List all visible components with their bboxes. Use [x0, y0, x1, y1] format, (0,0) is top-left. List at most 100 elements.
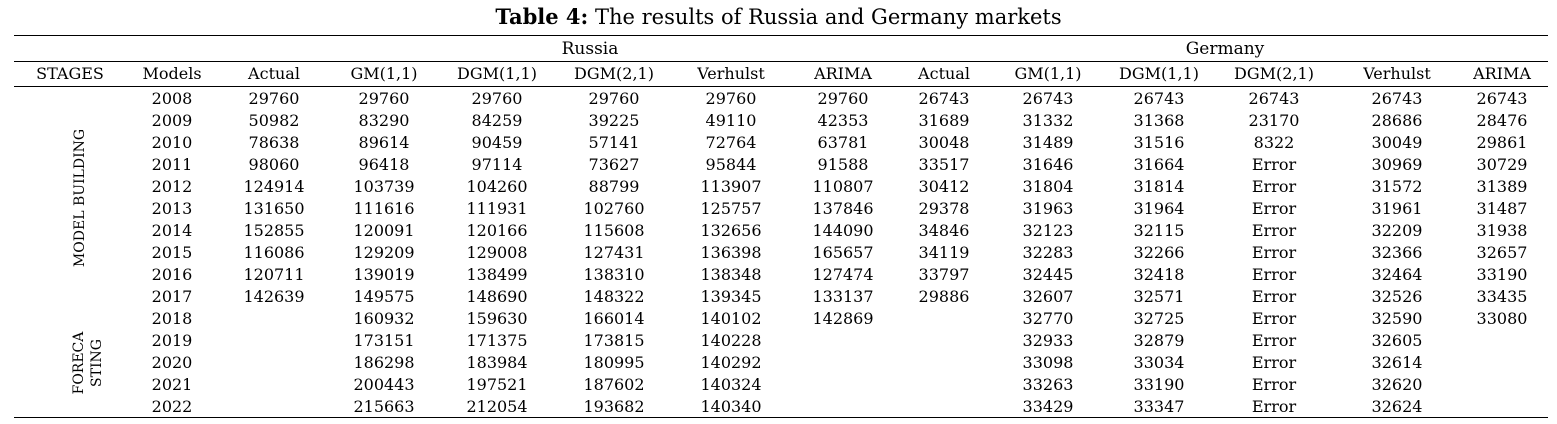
column-header: DGM(1,1) [1119, 64, 1199, 83]
table-cell: 29378 [918, 199, 970, 218]
table-cell: Error [1251, 375, 1297, 394]
table-cell: 29886 [918, 287, 970, 306]
table-cell: 57141 [588, 133, 640, 152]
table-cell: 31487 [1476, 199, 1528, 218]
column-header: Models [142, 64, 202, 83]
table-cell: 138310 [583, 265, 645, 284]
table-cell: Error [1251, 265, 1297, 284]
table-cell: 187602 [583, 375, 645, 394]
table-cell: 50982 [248, 111, 300, 130]
table-cell: 31332 [1022, 111, 1074, 130]
table-cell: 88799 [588, 177, 640, 196]
table-cell: 2014 [151, 221, 193, 240]
table-cell: 212054 [466, 397, 528, 416]
table-cell: 183984 [466, 353, 528, 372]
table-cell: 83290 [358, 111, 410, 130]
table-cell: 193682 [583, 397, 645, 416]
table-cell: 116086 [243, 243, 305, 262]
column-header: ARIMA [814, 64, 872, 83]
table-cell: 133137 [812, 287, 874, 306]
table-cell: 31489 [1022, 133, 1074, 152]
table-cell: 33098 [1022, 353, 1074, 372]
table-cell: 29760 [817, 89, 869, 108]
table-cell: 26743 [1022, 89, 1074, 108]
table-cell: 33190 [1133, 375, 1185, 394]
table-cell: 31389 [1476, 177, 1528, 196]
table-cell: 139019 [353, 265, 415, 284]
table-cell: 32590 [1371, 309, 1423, 328]
table-cell: 26743 [918, 89, 970, 108]
table-cell: 2008 [151, 89, 193, 108]
table-cell: 98060 [248, 155, 300, 174]
table-cell: Error [1251, 353, 1297, 372]
table-cell: 31938 [1476, 221, 1528, 240]
table-cell: Error [1251, 243, 1297, 262]
table-cell: 2020 [151, 353, 193, 372]
table-cell: 2016 [151, 265, 193, 284]
table-cell: 32614 [1371, 353, 1423, 372]
table-cell: 113907 [700, 177, 762, 196]
table-cell: 144090 [812, 221, 874, 240]
table-cell: 200443 [353, 375, 415, 394]
table-cell: 111931 [466, 199, 528, 218]
table-cell: 31963 [1022, 199, 1074, 218]
table-cell: 138499 [466, 265, 528, 284]
table-cell: 148322 [583, 287, 645, 306]
table-cell: 33429 [1022, 397, 1074, 416]
table-cell: 32879 [1133, 331, 1185, 350]
header-rule [14, 86, 1548, 87]
table-cell: 160932 [353, 309, 415, 328]
table-cell: 33797 [918, 265, 970, 284]
stage-label-forecasting: FORECA STING [65, 323, 115, 403]
table-cell: 2021 [151, 375, 193, 394]
table-cell: 131650 [243, 199, 305, 218]
column-header: STAGES [36, 64, 104, 83]
table-cell: 120166 [466, 221, 528, 240]
table-cell: 32123 [1022, 221, 1074, 240]
column-header: DGM(2,1) [1234, 64, 1314, 83]
table-cell: 49110 [705, 111, 757, 130]
table-cell: 34119 [918, 243, 970, 262]
table-cell: Error [1251, 199, 1297, 218]
table-cell: 31964 [1133, 199, 1185, 218]
table-cell: 78638 [248, 133, 300, 152]
table-cell: 110807 [812, 177, 874, 196]
table-cell: 28686 [1371, 111, 1423, 130]
caption-label: Table 4: [495, 4, 589, 29]
bottom-rule [14, 417, 1548, 418]
table-cell: 32657 [1476, 243, 1528, 262]
group-title-russia: Russia [561, 39, 619, 59]
table-cell: 29760 [705, 89, 757, 108]
table-cell: 31572 [1371, 177, 1423, 196]
table-cell: 39225 [588, 111, 640, 130]
table-cell: 30969 [1371, 155, 1423, 174]
table-cell: Error [1251, 177, 1297, 196]
table-cell: 32115 [1133, 221, 1185, 240]
table-cell: 29760 [588, 89, 640, 108]
table-cell: 30412 [918, 177, 970, 196]
table-cell: 32209 [1371, 221, 1423, 240]
table-cell: 129209 [353, 243, 415, 262]
table-cell: 32624 [1371, 397, 1423, 416]
table-cell: 180995 [583, 353, 645, 372]
table-cell: 32607 [1022, 287, 1074, 306]
table-cell: 152855 [243, 221, 305, 240]
table-cell: 33080 [1476, 309, 1528, 328]
table-cell: 42353 [817, 111, 869, 130]
stage-label-model-building: MODEL BUILDING [72, 128, 88, 268]
table-cell: 142869 [812, 309, 874, 328]
table-cell: 31368 [1133, 111, 1185, 130]
table-cell: 2018 [151, 309, 193, 328]
table-cell: 136398 [700, 243, 762, 262]
table-cell: 32725 [1133, 309, 1185, 328]
table-cell: 23170 [1248, 111, 1300, 130]
table-cell: 31804 [1022, 177, 1074, 196]
table-cell: 32464 [1371, 265, 1423, 284]
table-cell: 29760 [248, 89, 300, 108]
table-cell: 31689 [918, 111, 970, 130]
table-cell: 104260 [466, 177, 528, 196]
table-cell: 140102 [700, 309, 762, 328]
table-cell: 97114 [471, 155, 523, 174]
table-cell: 215663 [353, 397, 415, 416]
column-header: Actual [248, 64, 300, 83]
